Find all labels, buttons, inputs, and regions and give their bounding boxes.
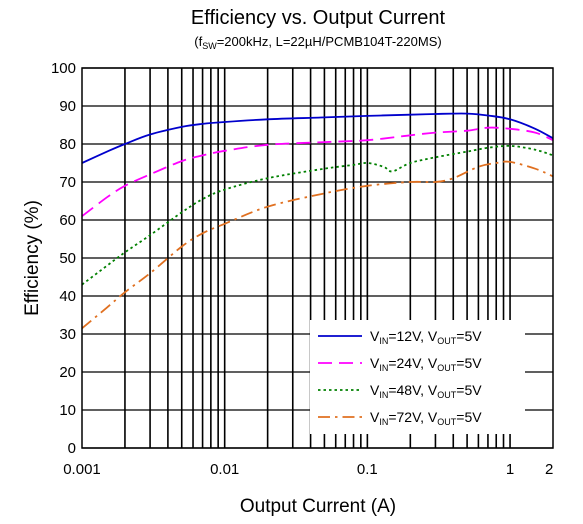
legend: VIN=12V, VOUT=5V VIN=24V, VOUT=5V VIN=48V,… bbox=[310, 320, 525, 434]
y-tick-labels: 0 10 20 30 40 50 60 70 80 90 100 bbox=[51, 60, 76, 457]
plot-frame bbox=[81, 67, 554, 449]
x-tick-label: 0.1 bbox=[357, 461, 378, 478]
y-tick-label: 60 bbox=[59, 212, 76, 229]
y-tick-label: 70 bbox=[59, 174, 76, 191]
y-tick-label: 80 bbox=[59, 136, 76, 153]
series-line-3 bbox=[81, 144, 554, 286]
x-axis-label: Output Current (A) bbox=[240, 496, 396, 517]
subtitle-sub: SW bbox=[202, 41, 217, 51]
y-tick-label: 50 bbox=[59, 250, 76, 267]
y-axis-label: Efficiency (%) bbox=[22, 200, 43, 316]
subtitle-rest: =200kHz, L=22µH/PCMB104T-220MS) bbox=[217, 34, 442, 49]
y-tick-label: 30 bbox=[59, 326, 76, 343]
y-tick-label: 0 bbox=[68, 440, 76, 457]
chart-title: Efficiency vs. Output Current bbox=[191, 7, 446, 29]
x-tick-label: 1 bbox=[506, 461, 514, 478]
legend-label-1: VIN=12V, VOUT=5V bbox=[370, 328, 482, 346]
legend-label-2: VIN=24V, VOUT=5V bbox=[370, 355, 482, 373]
y-tick-label: 40 bbox=[59, 288, 76, 305]
x-tick-label: 0.01 bbox=[210, 461, 239, 478]
series-line-1 bbox=[81, 112, 554, 164]
subtitle-prefix: (f bbox=[194, 34, 202, 49]
x-tick-labels: 0.001 0.01 0.1 1 2 bbox=[63, 461, 553, 478]
y-tick-label: 20 bbox=[59, 364, 76, 381]
series-line-2 bbox=[81, 126, 554, 217]
y-tick-label: 10 bbox=[59, 402, 76, 419]
legend-box bbox=[310, 320, 525, 434]
x-tick-label: 2 bbox=[545, 461, 553, 478]
series-line-4 bbox=[81, 160, 554, 329]
y-tick-label: 90 bbox=[59, 98, 76, 115]
chart-subtitle: (fSW=200kHz, L=22µH/PCMB104T-220MS) bbox=[194, 34, 441, 51]
legend-label-3: VIN=48V, VOUT=5V bbox=[370, 382, 482, 400]
x-tick-label: 0.001 bbox=[63, 461, 101, 478]
series-lines bbox=[81, 112, 554, 329]
y-tick-label: 100 bbox=[51, 60, 76, 77]
legend-label-4: VIN=72V, VOUT=5V bbox=[370, 409, 482, 427]
